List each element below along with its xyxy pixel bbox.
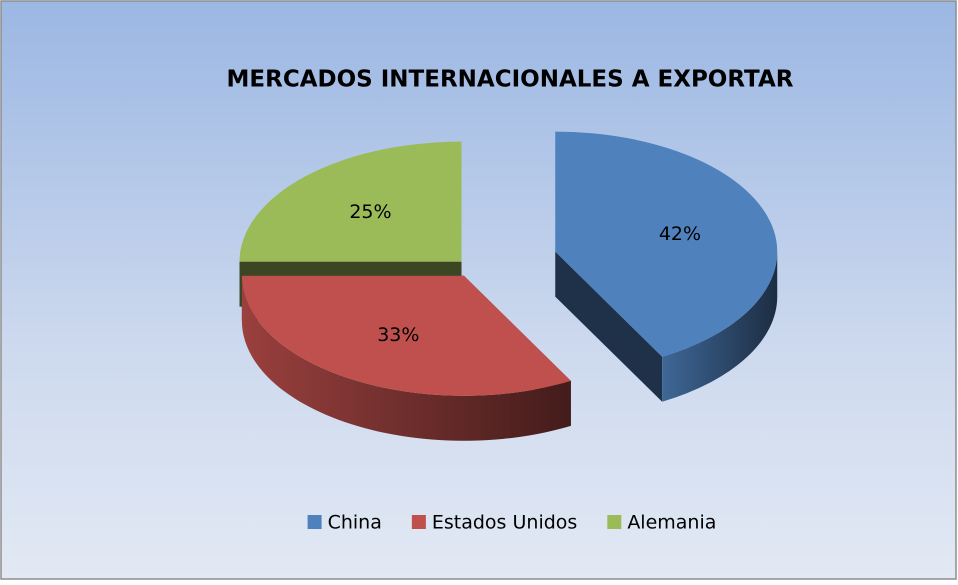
- pie: 42% 33% 25%: [239, 131, 778, 441]
- data-label: 33%: [377, 324, 419, 346]
- legend-label: China: [328, 512, 382, 534]
- data-label: 42%: [659, 223, 701, 245]
- legend-label: Alemania: [627, 512, 716, 534]
- legend: China Estados Unidos Alemania: [307, 512, 716, 534]
- pie-slice: [555, 131, 778, 357]
- legend-label: Estados Unidos: [432, 512, 577, 534]
- slice-wall: [555, 251, 663, 402]
- legend-swatch: [307, 515, 322, 529]
- legend-swatch: [411, 515, 426, 529]
- pie-slice: [239, 141, 462, 262]
- chart-title: MERCADOS INTERNACIONALES A EXPORTAR: [227, 67, 794, 93]
- slice-side: [241, 275, 571, 441]
- data-label: 25%: [349, 201, 391, 223]
- pie-slice: [241, 275, 571, 396]
- slice-side: [662, 251, 778, 402]
- legend-swatch: [607, 515, 622, 529]
